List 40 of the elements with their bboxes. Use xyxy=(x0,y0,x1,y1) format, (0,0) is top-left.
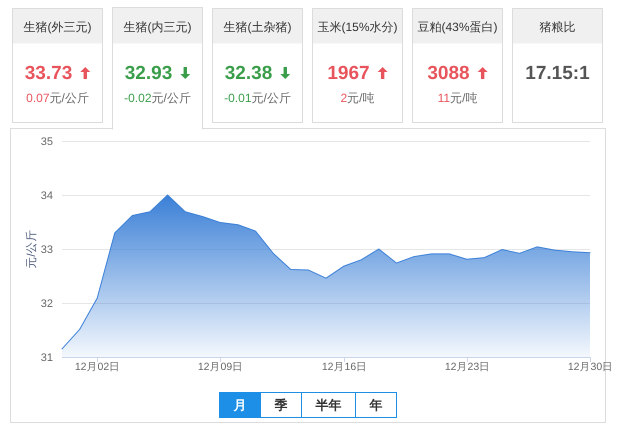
data-label: 32.93 xyxy=(124,63,172,84)
y-tick-label: 33 xyxy=(40,244,53,256)
text: 元/吨 xyxy=(450,91,478,105)
category-label: 半年 xyxy=(314,398,342,412)
data-label: 0.07 xyxy=(26,91,50,105)
data-label: 2 xyxy=(340,91,348,105)
text: 17.15:1 xyxy=(525,63,590,84)
data-label: 11 xyxy=(438,91,450,105)
button[interactable]: 季 xyxy=(260,392,302,418)
text: 元/公斤 xyxy=(152,91,191,105)
text: 元/吨 xyxy=(347,91,375,105)
data-label: -0.01 xyxy=(224,91,252,105)
text: 豆粕(43%蛋白) xyxy=(417,20,498,34)
button[interactable]: 年 xyxy=(355,392,397,418)
text: 生猪(外三元) xyxy=(24,20,92,34)
x-tick-label: 12月09日 xyxy=(198,361,244,373)
data-label: 3088 xyxy=(427,63,470,84)
text: 生猪(土杂猪) xyxy=(224,20,292,34)
button[interactable]: 半年 xyxy=(301,392,356,418)
y-tick-label: 34 xyxy=(40,190,53,202)
text: 猪粮比 xyxy=(540,20,576,34)
y-tick-label: 31 xyxy=(40,352,53,364)
x-tick-label: 12月16日 xyxy=(322,361,368,373)
text: 元/公斤 xyxy=(50,91,89,105)
text: 生猪(内三元) xyxy=(124,20,192,34)
x-tick-label: 12月02日 xyxy=(74,361,120,373)
data-label: 1967 xyxy=(327,63,370,84)
text: 玉米(15%水分) xyxy=(317,20,398,34)
y-tick-label: 32 xyxy=(40,298,53,310)
y-tick-label: 35 xyxy=(40,136,53,148)
category-label: 年 xyxy=(368,398,382,412)
category-label: 月 xyxy=(232,398,246,412)
x-tick-label: 12月23日 xyxy=(444,361,490,373)
data-label: 32.38 xyxy=(224,63,272,84)
text: 元/公斤 xyxy=(252,91,291,105)
y-axis-title: 元/公斤 xyxy=(25,229,38,269)
data-label: -0.02 xyxy=(124,91,152,105)
category-label: 季 xyxy=(274,398,288,412)
x-tick-label: 12月30日 xyxy=(568,361,614,373)
data-label: 33.73 xyxy=(24,63,72,84)
